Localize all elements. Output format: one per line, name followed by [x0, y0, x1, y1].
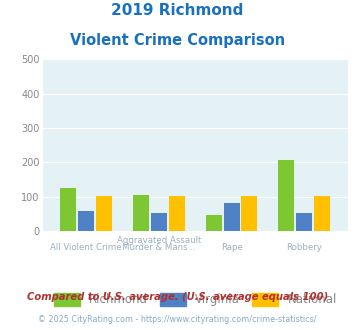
Bar — [278, 160, 294, 231]
Text: Violent Crime Comparison: Violent Crime Comparison — [70, 33, 285, 48]
Text: Compared to U.S. average. (U.S. average equals 100): Compared to U.S. average. (U.S. average … — [27, 292, 328, 302]
Text: Aggravated Assault: Aggravated Assault — [117, 236, 201, 245]
Bar — [78, 211, 94, 231]
Bar — [206, 214, 222, 231]
Legend: Richmond, Virginia, National: Richmond, Virginia, National — [49, 288, 342, 311]
Text: © 2025 CityRating.com - https://www.cityrating.com/crime-statistics/: © 2025 CityRating.com - https://www.city… — [38, 315, 317, 324]
Text: Murder & Mans...: Murder & Mans... — [122, 243, 196, 251]
Bar — [96, 196, 112, 231]
Text: Rape: Rape — [221, 243, 242, 251]
Bar — [314, 196, 330, 231]
Bar — [241, 196, 257, 231]
Bar — [151, 213, 167, 231]
Bar — [224, 203, 240, 231]
Bar — [60, 188, 76, 231]
Text: All Violent Crime: All Violent Crime — [50, 243, 122, 251]
Bar — [296, 213, 312, 231]
Text: 2019 Richmond: 2019 Richmond — [111, 3, 244, 18]
Bar — [133, 195, 149, 231]
Text: Robbery: Robbery — [286, 243, 322, 251]
Bar — [169, 196, 185, 231]
